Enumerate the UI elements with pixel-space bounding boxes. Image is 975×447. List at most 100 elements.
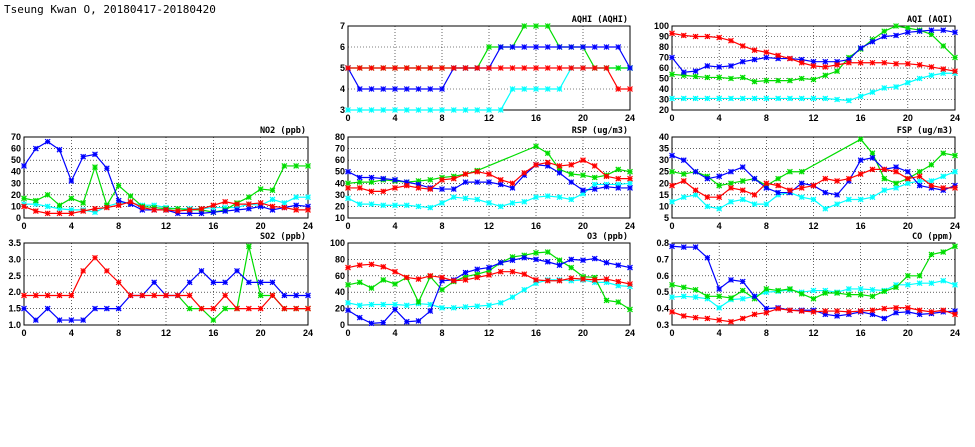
- y-tick-label: 20: [335, 304, 345, 314]
- data-point-marker: [222, 279, 229, 286]
- data-point-marker: [486, 107, 492, 113]
- data-point-marker: [415, 317, 422, 324]
- x-tick-label: 24: [303, 221, 313, 231]
- data-point-marker: [474, 107, 481, 113]
- data-point-marker: [940, 184, 947, 191]
- data-point-marker: [497, 107, 504, 113]
- data-point-marker: [533, 23, 539, 29]
- data-point-marker: [845, 97, 852, 104]
- y-tick-label: 15: [659, 190, 669, 200]
- data-point-marker: [580, 190, 586, 197]
- data-point-marker: [845, 285, 852, 292]
- data-point-marker: [392, 184, 398, 191]
- data-point-marker: [627, 86, 633, 92]
- data-point-marker: [940, 150, 947, 157]
- data-point-marker: [345, 168, 351, 175]
- data-point-marker: [869, 38, 876, 45]
- x-tick-label: 12: [808, 113, 818, 123]
- data-point-marker: [462, 179, 469, 186]
- series-3: [21, 198, 311, 217]
- data-point-marker: [103, 305, 110, 312]
- data-point-marker: [916, 311, 923, 318]
- x-tick-label: 0: [669, 113, 674, 123]
- data-point-marker: [680, 69, 687, 76]
- data-point-marker: [245, 279, 252, 286]
- data-point-marker: [257, 305, 264, 312]
- data-point-marker: [427, 186, 434, 192]
- data-point-marker: [450, 175, 457, 182]
- data-point-marker: [615, 299, 622, 305]
- data-point-marker: [368, 320, 375, 327]
- x-tick-label: 20: [903, 113, 913, 123]
- x-tick-label: 24: [625, 113, 635, 123]
- data-point-marker: [439, 277, 445, 284]
- data-point-marker: [580, 157, 586, 164]
- data-point-marker: [775, 55, 782, 62]
- data-point-marker: [834, 58, 841, 65]
- data-point-marker: [952, 308, 958, 314]
- x-tick-label: 8: [764, 113, 769, 123]
- data-point-marker: [869, 89, 876, 96]
- data-point-marker: [775, 95, 782, 102]
- data-point-marker: [627, 175, 633, 182]
- data-point-marker: [928, 72, 935, 79]
- data-point-marker: [186, 305, 193, 312]
- subplot-title: O3 (ppb): [587, 232, 628, 242]
- data-point-marker: [603, 259, 610, 266]
- data-point-marker: [56, 205, 63, 212]
- data-point-marker: [763, 49, 770, 56]
- data-point-marker: [281, 204, 288, 211]
- data-point-marker: [928, 308, 935, 315]
- x-tick-label: 0: [669, 221, 674, 231]
- data-point-marker: [556, 86, 563, 92]
- data-point-marker: [763, 95, 770, 102]
- y-tick-label: 20: [11, 190, 21, 200]
- data-point-marker: [127, 198, 134, 205]
- data-point-marker: [869, 311, 876, 318]
- x-tick-label: 0: [21, 328, 26, 338]
- data-point-marker: [692, 68, 699, 75]
- data-point-marker: [834, 68, 841, 75]
- subplot-co: 0.3 0.4 0.5 0.6 0.7 0.8 0 4 8 12 16 20 24 CO (ppm): [656, 232, 960, 338]
- data-point-marker: [450, 304, 457, 311]
- data-point-marker: [904, 304, 911, 311]
- data-point-marker: [380, 86, 387, 92]
- data-point-marker: [881, 166, 888, 173]
- data-point-marker: [680, 171, 687, 177]
- data-point-marker: [810, 196, 817, 203]
- data-point-marker: [751, 47, 758, 54]
- data-point-marker: [893, 309, 899, 316]
- x-tick-label: 4: [392, 328, 397, 338]
- data-point-marker: [916, 178, 923, 184]
- data-point-marker: [174, 208, 181, 214]
- data-point-marker: [627, 264, 633, 271]
- series-3: [345, 157, 633, 195]
- data-point-marker: [916, 173, 923, 180]
- data-point-marker: [198, 305, 205, 312]
- data-point-marker: [904, 25, 911, 32]
- data-point-marker: [810, 295, 817, 302]
- data-point-marker: [509, 44, 516, 50]
- data-point-marker: [704, 203, 711, 210]
- data-point-marker: [751, 56, 758, 63]
- data-point-marker: [439, 200, 445, 206]
- x-tick-label: 24: [303, 328, 313, 338]
- data-point-marker: [680, 72, 687, 79]
- data-point-marker: [415, 181, 422, 188]
- data-point-marker: [916, 272, 923, 279]
- data-point-marker: [857, 157, 864, 164]
- y-tick-label: 1.0: [8, 320, 21, 330]
- data-point-marker: [439, 186, 445, 192]
- data-point-marker: [893, 304, 899, 311]
- y-tick-label: 25: [659, 167, 669, 177]
- y-tick-label: 20: [659, 105, 669, 115]
- data-point-marker: [904, 79, 911, 86]
- data-point-marker: [716, 304, 723, 311]
- data-point-marker: [68, 178, 75, 184]
- data-point-marker: [893, 164, 899, 171]
- data-point-marker: [281, 305, 288, 312]
- data-point-marker: [462, 304, 469, 310]
- y-tick-label: 2.0: [8, 287, 21, 297]
- data-point-marker: [763, 77, 770, 84]
- data-point-marker: [904, 29, 911, 36]
